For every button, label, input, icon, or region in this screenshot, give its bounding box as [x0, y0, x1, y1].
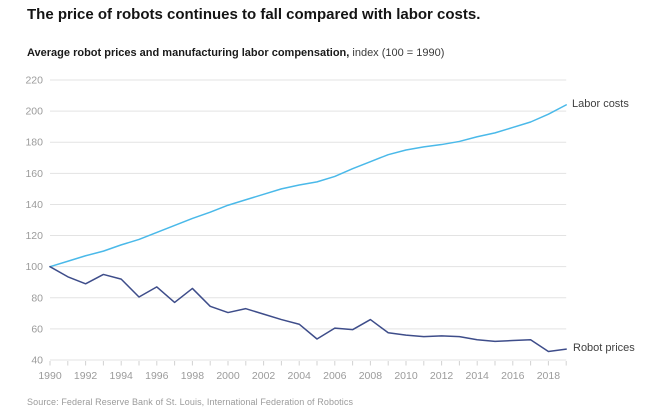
x-axis-tick-label: 1990: [38, 370, 62, 382]
y-axis-tick-label: 140: [25, 199, 43, 211]
x-axis-tick-label: 1998: [181, 370, 205, 382]
y-axis-tick-label: 80: [31, 292, 43, 304]
x-axis-tick-label: 2002: [252, 370, 276, 382]
robot-prices-line: [49, 265, 567, 353]
line-chart-canvas: 40 60 80 100 120 140 160 180 200 220 1990 1992 1994 1…: [25, 75, 567, 382]
y-axis-tick-label: 120: [25, 230, 43, 242]
y-axis-tick-label: 220: [25, 75, 43, 87]
y-axis-tick-label: 40: [31, 355, 43, 367]
y-axis-tick-label: 180: [25, 137, 43, 149]
line-chart: 40 60 80 100 120 140 160 180 200 220 1990 1992 1994 1…: [0, 68, 660, 398]
chart-subtitle-regular: index (100 = 1990): [349, 47, 445, 59]
chart-subtitle-bold: Average robot prices and manufacturing l…: [27, 47, 350, 59]
x-axis-tick-label: 2016: [501, 370, 525, 382]
x-axis-tick-label: 2008: [359, 370, 383, 382]
series-label-robot-prices: Robot prices: [573, 342, 635, 354]
y-axis-tick-label: 100: [25, 261, 43, 273]
labor-costs-line: [49, 104, 567, 268]
y-axis-tick-label: 60: [31, 323, 43, 335]
x-axis-tick-label: 2010: [394, 370, 418, 382]
x-axis-tick-label: 2018: [537, 370, 561, 382]
x-axis-tick-label: 2014: [466, 370, 490, 382]
y-axis-tick-label: 160: [25, 168, 43, 180]
x-axis-tick-label: 1994: [110, 370, 134, 382]
x-axis-tick-label: 2004: [288, 370, 312, 382]
page-title: The price of robots continues to fall co…: [27, 6, 481, 23]
x-axis-tick-label: 2000: [216, 370, 240, 382]
x-axis-tick-label: 1992: [74, 370, 98, 382]
y-axis-tick-label: 200: [25, 106, 43, 118]
x-axis-tick-label: 2006: [323, 370, 347, 382]
series-label-labor-costs: Labor costs: [572, 98, 629, 110]
x-axis-tick-label: 2012: [430, 370, 454, 382]
chart-subtitle: Average robot prices and manufacturing l…: [27, 47, 647, 59]
x-axis-tick-label: 1996: [145, 370, 169, 382]
source-note: Source: Federal Reserve Bank of St. Loui…: [27, 397, 354, 407]
